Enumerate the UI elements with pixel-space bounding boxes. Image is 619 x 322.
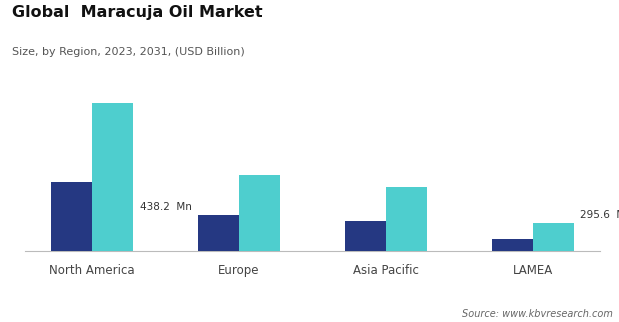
Bar	[198, 215, 239, 251]
Text: Source: www.kbvresearch.com: Source: www.kbvresearch.com	[462, 309, 613, 319]
Bar	[92, 103, 133, 251]
Bar	[533, 223, 574, 251]
Legend: 2023, 2031: 2023, 2031	[176, 321, 311, 322]
Text: Global  Maracuja Oil Market: Global Maracuja Oil Market	[12, 5, 263, 20]
Text: Size, by Region, 2023, 2031, (USD Billion): Size, by Region, 2023, 2031, (USD Billio…	[12, 47, 245, 57]
Bar	[492, 239, 533, 251]
Text: 438.2  Mn: 438.2 Mn	[140, 202, 192, 212]
Bar	[345, 221, 386, 251]
Bar	[239, 175, 280, 251]
Text: 295.6  Mn: 295.6 Mn	[580, 210, 619, 220]
Bar	[386, 187, 427, 251]
Bar	[51, 182, 92, 251]
